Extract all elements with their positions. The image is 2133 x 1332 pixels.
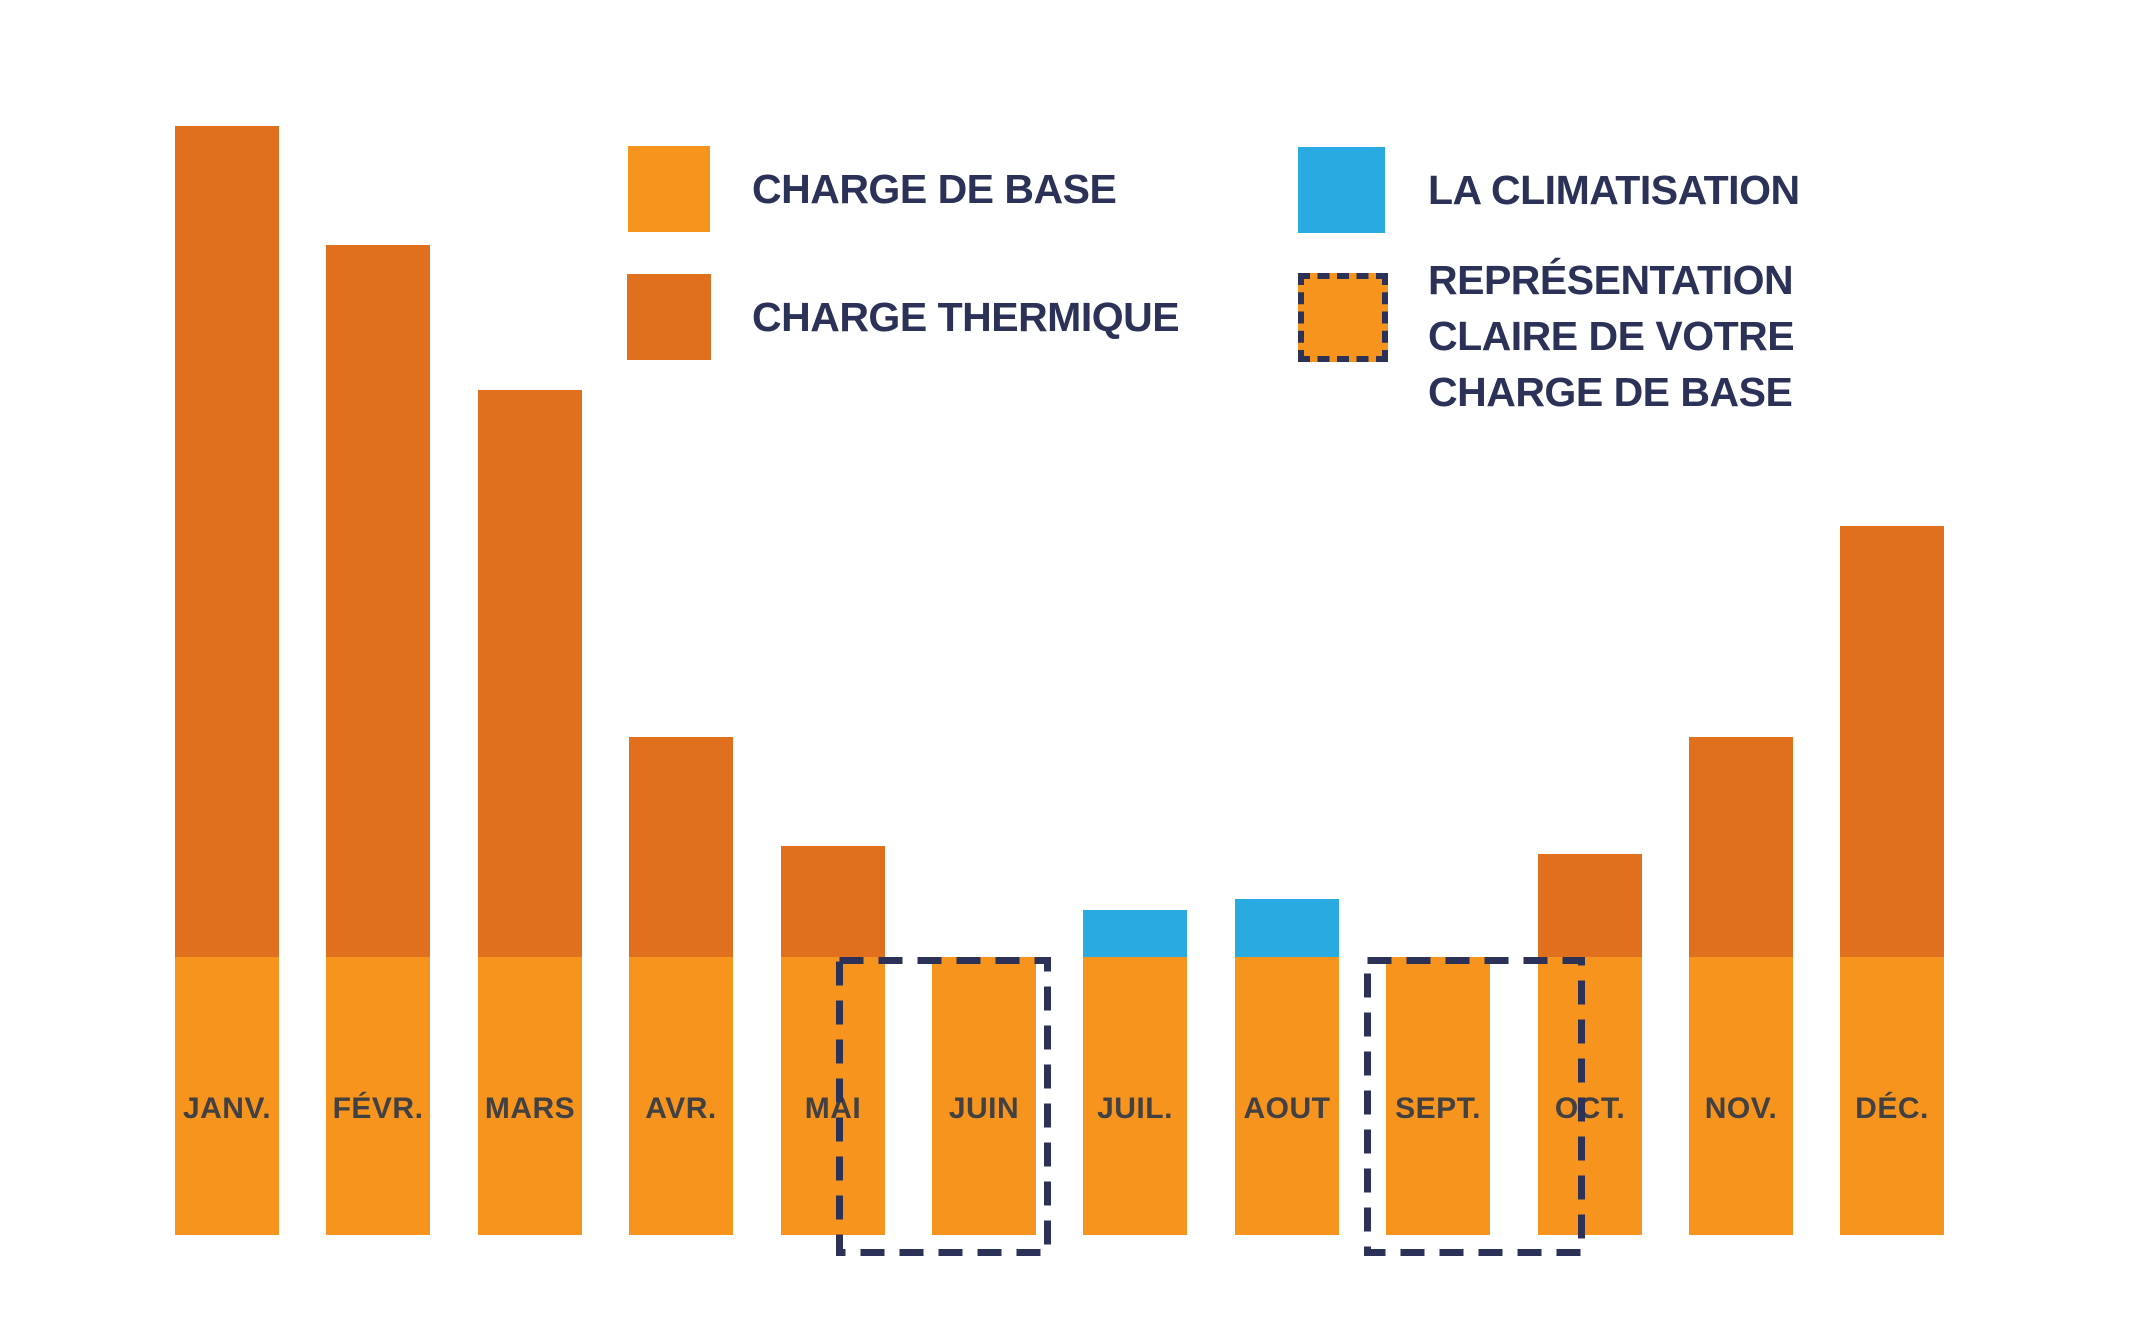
- legend-swatch-climatisation: [1298, 147, 1385, 233]
- thermal-segment: [175, 125, 279, 957]
- month-label: MARS: [484, 1092, 576, 1125]
- month-label: FÉVR.: [332, 1092, 424, 1125]
- clim-segment: [1235, 898, 1339, 957]
- bar-column-9: SEPT.: [1386, 0, 1490, 1235]
- thermal-segment: [478, 389, 582, 957]
- month-label: DÉC.: [1855, 1092, 1929, 1125]
- bar-column-1: JANV.: [175, 0, 279, 1235]
- thermal-segment: [629, 737, 733, 957]
- legend-label-representation: REPRÉSENTATION CLAIRE DE VOTRE CHARGE DE…: [1428, 257, 1795, 415]
- clim-segment: [1083, 909, 1187, 957]
- month-label: NOV.: [1704, 1092, 1778, 1125]
- bar-column-4: AVR.: [629, 0, 733, 1235]
- month-label: JANV.: [182, 1092, 272, 1125]
- base-segment: OCT.: [1538, 957, 1642, 1235]
- bar-column-12: DÉC.: [1840, 0, 1944, 1235]
- bar-column-7: JUIL.: [1083, 0, 1187, 1235]
- month-label: MAI: [804, 1092, 862, 1125]
- base-segment: FÉVR.: [326, 957, 430, 1235]
- bar-column-8: AOUT: [1235, 0, 1339, 1235]
- base-segment: MARS: [478, 957, 582, 1235]
- month-label: JUIL.: [1097, 1092, 1173, 1125]
- month-label: OCT.: [1554, 1092, 1626, 1125]
- legend-swatch-charge-de-base: [628, 146, 710, 232]
- month-label: SEPT.: [1395, 1092, 1481, 1125]
- month-label: JUIN: [948, 1092, 1020, 1125]
- base-segment: MAI: [781, 957, 885, 1235]
- thermal-segment: [1840, 526, 1944, 957]
- bar-column-11: NOV.: [1689, 0, 1793, 1235]
- base-segment: DÉC.: [1840, 957, 1944, 1235]
- bar-column-5: MAI: [781, 0, 885, 1235]
- bar-column-3: MARS: [478, 0, 582, 1235]
- bar-column-2: FÉVR.: [326, 0, 430, 1235]
- base-segment: AOUT: [1235, 957, 1339, 1235]
- legend-label-climatisation: LA CLIMATISATION: [1428, 166, 1800, 213]
- thermal-segment: [1689, 737, 1793, 957]
- base-segment: JUIL.: [1083, 957, 1187, 1235]
- base-segment: AVR.: [629, 957, 733, 1235]
- month-label: AVR.: [645, 1092, 717, 1125]
- legend-swatch-representation-dashed: [1298, 273, 1388, 362]
- base-segment: JANV.: [175, 957, 279, 1235]
- legend-label-charge-de-base: CHARGE DE BASE: [752, 165, 1117, 212]
- thermal-segment: [1538, 854, 1642, 957]
- thermal-segment: [781, 845, 885, 957]
- base-segment: NOV.: [1689, 957, 1793, 1235]
- legend-label-charge-thermique: CHARGE THERMIQUE: [752, 293, 1180, 340]
- legend-swatch-charge-thermique: [627, 274, 711, 360]
- month-label: AOUT: [1243, 1092, 1331, 1125]
- bar-column-10: OCT.: [1538, 0, 1642, 1235]
- bar-column-6: JUIN: [932, 0, 1036, 1235]
- base-segment: SEPT.: [1386, 957, 1490, 1235]
- base-segment: JUIN: [932, 957, 1036, 1235]
- thermal-segment: [326, 245, 430, 957]
